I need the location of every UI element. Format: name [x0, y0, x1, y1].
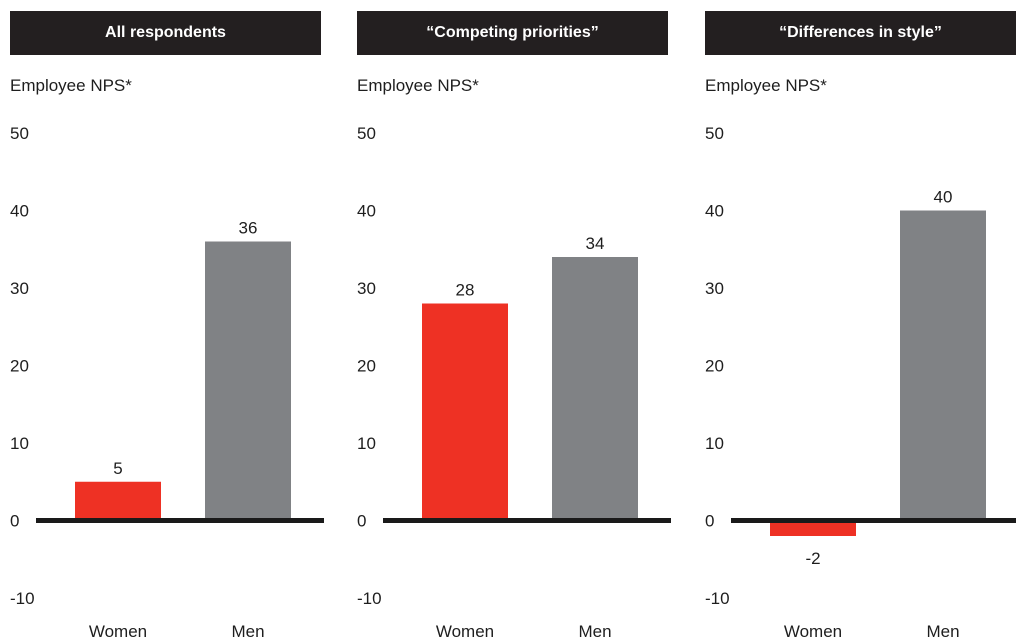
data-label: 36	[239, 219, 258, 238]
panel-title: “Differences in style”	[705, 11, 1016, 55]
data-label: 34	[586, 234, 605, 253]
chart-panel-competing-priorities: “Competing priorities” Employee NPS* 50 4…	[357, 0, 671, 643]
y-tick-label: 50	[357, 124, 376, 143]
zero-axis-line	[383, 518, 671, 523]
y-tick-label: 40	[10, 202, 29, 221]
y-tick-label: 0	[357, 512, 366, 531]
x-tick-label: Women	[89, 622, 147, 641]
y-tick-label: 30	[705, 279, 724, 298]
x-tick-label: Women	[436, 622, 494, 641]
data-label: -2	[805, 549, 820, 568]
y-tick-label: 10	[705, 434, 724, 453]
bar-chart-plot: 50 40 30 20 10 0 -10 28 34 Women Men	[357, 124, 671, 641]
y-tick-label: 30	[10, 279, 29, 298]
chart-panel-differences-in-style: “Differences in style” Employee NPS* 50 4…	[705, 0, 1016, 643]
y-tick-label: 10	[10, 434, 29, 453]
y-tick-label: -10	[705, 589, 730, 608]
y-tick-label: 20	[10, 357, 29, 376]
bar-chart-plot: 50 40 30 20 10 0 -10 5 36 Women Men	[10, 124, 324, 641]
y-tick-label: 40	[357, 202, 376, 221]
data-label: 5	[113, 459, 122, 478]
zero-axis-line	[731, 518, 1016, 523]
y-tick-label: -10	[357, 589, 382, 608]
x-tick-label: Men	[231, 622, 264, 641]
x-tick-label: Men	[578, 622, 611, 641]
bar-men	[900, 210, 986, 521]
y-axis-label: Employee NPS*	[705, 76, 827, 95]
y-tick-label: 0	[705, 512, 714, 531]
y-tick-label: 50	[10, 124, 29, 143]
bar-women	[422, 303, 508, 521]
chart-panel-all-respondents: All respondents Employee NPS* 50 40 30 20 10…	[10, 0, 324, 643]
y-tick-label: -10	[10, 589, 35, 608]
bar-women	[75, 481, 161, 521]
y-tick-label: 20	[357, 357, 376, 376]
y-tick-label: 10	[357, 434, 376, 453]
y-tick-label: 40	[705, 202, 724, 221]
y-tick-label: 30	[357, 279, 376, 298]
bar-women	[770, 520, 856, 536]
y-axis-label: Employee NPS*	[10, 76, 132, 95]
y-tick-label: 0	[10, 512, 19, 531]
y-axis-label: Employee NPS*	[357, 76, 479, 95]
x-tick-label: Men	[926, 622, 959, 641]
zero-axis-line	[36, 518, 324, 523]
panel-title: “Competing priorities”	[357, 11, 668, 55]
data-label: 40	[934, 188, 953, 207]
bar-men	[552, 257, 638, 521]
x-tick-label: Women	[784, 622, 842, 641]
y-tick-label: 20	[705, 357, 724, 376]
panel-title: All respondents	[10, 11, 321, 55]
data-label: 28	[456, 281, 475, 300]
bar-chart-plot: 50 40 30 20 10 0 -10 -2 40 Women Men	[705, 124, 1016, 641]
bar-men	[205, 241, 291, 521]
y-tick-label: 50	[705, 124, 724, 143]
